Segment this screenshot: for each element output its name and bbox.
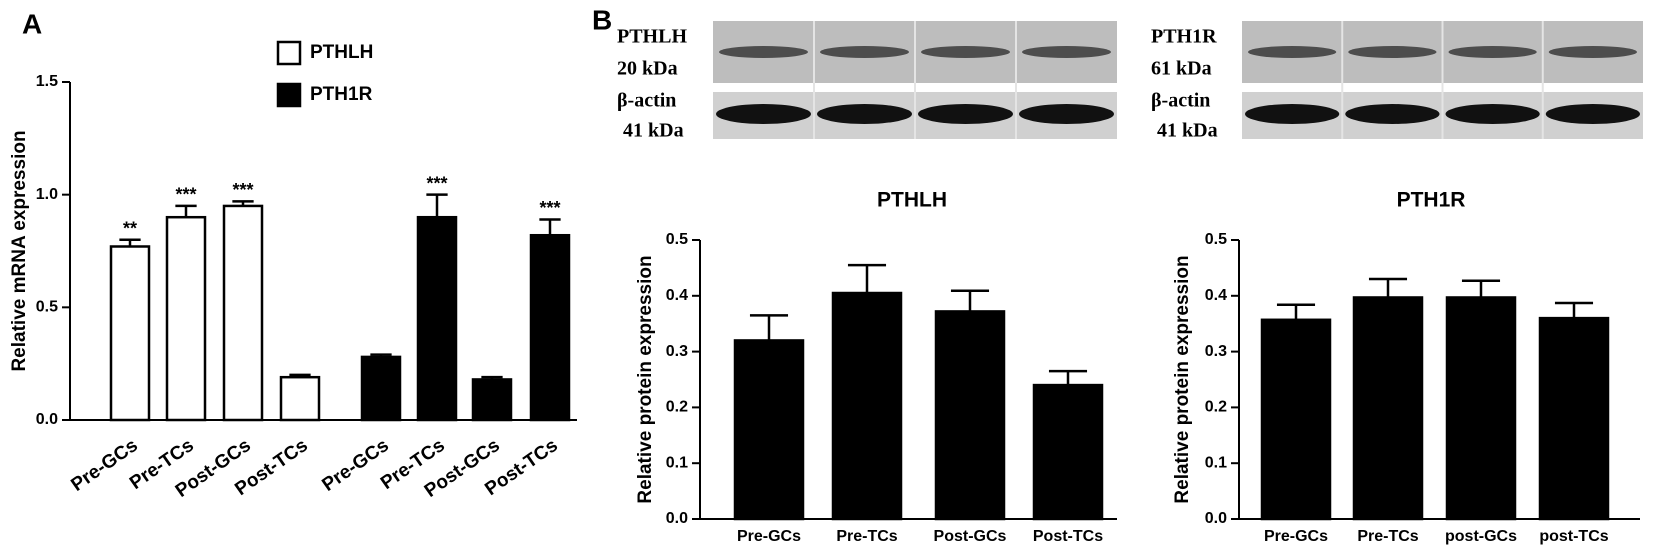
y-axis-label: Relative protein expression	[1172, 255, 1193, 503]
y-tick-label: 0.5	[666, 231, 688, 248]
band	[817, 104, 912, 124]
bar	[279, 375, 321, 422]
significance: ***	[232, 180, 253, 200]
y-axis-label: Relative mRNA expression	[9, 130, 30, 371]
band	[1445, 104, 1540, 124]
blot-label: β-actin	[617, 90, 676, 112]
bar	[934, 310, 1006, 521]
y-tick-label: 0.0	[666, 510, 688, 527]
bar	[471, 378, 513, 422]
panel-label: B	[592, 4, 612, 35]
x-tick-label: Pre-GCs	[737, 528, 801, 545]
band	[1019, 104, 1114, 124]
x-tick-label: Pre-GCs	[318, 435, 392, 496]
legend-label: PTH1R	[310, 84, 373, 105]
band	[921, 46, 1010, 58]
bar	[222, 204, 264, 422]
bar	[733, 339, 805, 521]
x-tick-label: Post-TCs	[1033, 528, 1103, 545]
y-tick-label: 0.4	[1205, 287, 1227, 304]
band	[1345, 104, 1440, 124]
significance: **	[123, 218, 137, 238]
blot-label: 20 kDa	[617, 58, 678, 80]
band	[1248, 46, 1337, 58]
blot-label: 41 kDa	[623, 120, 684, 142]
y-tick-label: 0.3	[666, 343, 688, 360]
x-tick-label: Pre-GCs	[1264, 528, 1328, 545]
bar	[1032, 383, 1104, 521]
band	[1348, 46, 1437, 58]
significance: ***	[539, 198, 560, 218]
bar	[165, 215, 207, 422]
band	[1548, 46, 1637, 58]
y-tick-label: 0.0	[1205, 510, 1227, 527]
panel-label: A	[22, 8, 42, 39]
bar	[1445, 296, 1517, 521]
blot-label: PTH1R	[1151, 26, 1217, 48]
y-tick-label: 1.0	[36, 186, 58, 203]
blot-label: 61 kDa	[1151, 58, 1212, 80]
y-tick-label: 0.1	[666, 454, 688, 471]
y-tick-label: 0.1	[1205, 454, 1227, 471]
bar	[831, 291, 903, 521]
y-tick-label: 0.5	[36, 299, 58, 316]
band	[918, 104, 1013, 124]
x-tick-label: post-TCs	[1539, 528, 1608, 545]
bar	[416, 215, 458, 422]
significance: ***	[426, 173, 447, 193]
x-tick-label: Pre-TCs	[1357, 528, 1418, 545]
y-tick-label: 0.2	[1205, 399, 1227, 416]
band	[820, 46, 909, 58]
legend-swatch	[276, 40, 302, 66]
y-tick-label: 1.5	[36, 73, 58, 90]
y-tick-label: 0.4	[666, 287, 688, 304]
y-tick-label: 0.0	[36, 411, 58, 428]
blot-label: PTHLH	[617, 26, 687, 48]
bar	[1260, 318, 1332, 521]
y-tick-label: 0.5	[1205, 231, 1227, 248]
blot-label: 41 kDa	[1157, 120, 1218, 142]
band	[1022, 46, 1111, 58]
x-tick-label: Pre-GCs	[67, 435, 141, 496]
significance: ***	[175, 185, 196, 205]
bar	[109, 245, 151, 422]
bar	[1352, 296, 1424, 521]
band	[716, 104, 811, 124]
band	[1448, 46, 1537, 58]
chart-title: PTH1R	[1397, 189, 1466, 212]
blot-label: β-actin	[1151, 90, 1210, 112]
legend-label: PTHLH	[310, 42, 373, 63]
x-tick-label: post-GCs	[1445, 528, 1517, 545]
y-tick-label: 0.2	[666, 399, 688, 416]
band	[719, 46, 808, 58]
bar	[1538, 316, 1610, 521]
y-tick-label: 0.3	[1205, 343, 1227, 360]
y-axis-label: Relative protein expression	[635, 255, 656, 503]
chart-title: PTHLH	[877, 189, 947, 212]
x-tick-label: Post-GCs	[934, 528, 1007, 545]
bar	[529, 233, 571, 422]
band	[1245, 104, 1340, 124]
legend-swatch	[276, 82, 302, 108]
x-tick-label: Pre-TCs	[836, 528, 897, 545]
band	[1545, 104, 1640, 124]
bar	[360, 355, 402, 422]
